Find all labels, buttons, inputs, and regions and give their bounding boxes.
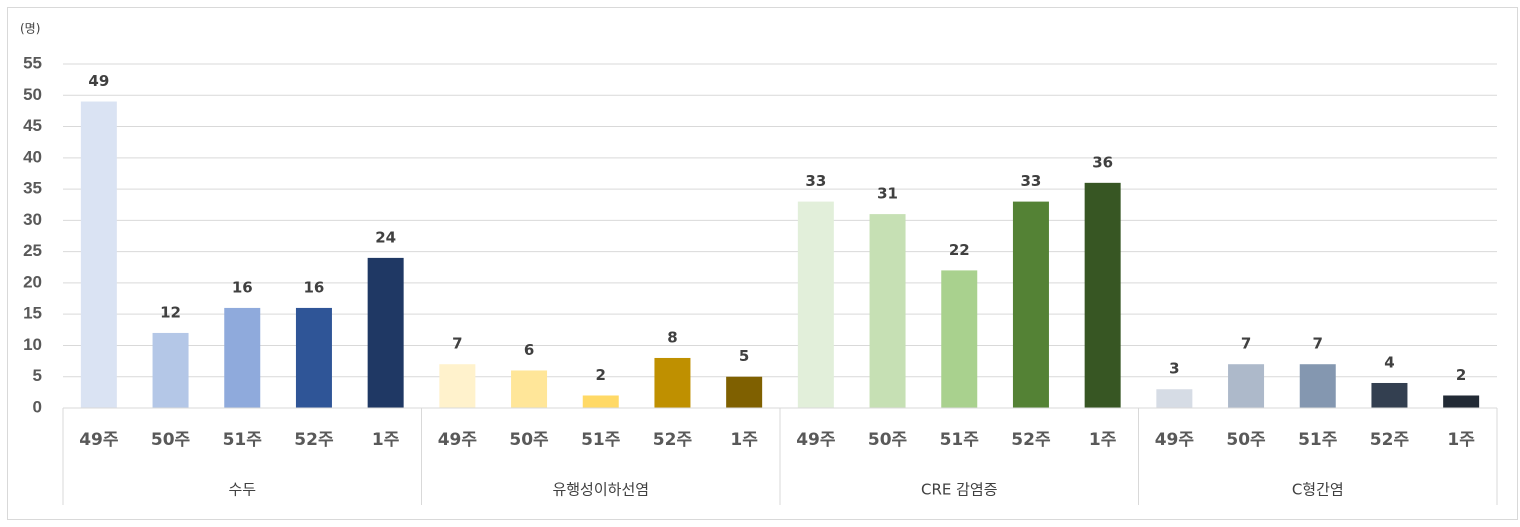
bar <box>654 357 691 408</box>
y-tick-label: 20 <box>23 272 42 291</box>
data-label: 5 <box>739 347 749 365</box>
bar <box>726 376 763 408</box>
bar <box>1084 182 1121 408</box>
data-label: 7 <box>1313 335 1323 353</box>
bar <box>941 270 978 408</box>
bar <box>80 101 117 408</box>
bar <box>1443 395 1480 408</box>
x-tick-label: 49주 <box>1155 430 1195 450</box>
x-tick-label: 52주 <box>294 430 334 450</box>
x-tick-label: 49주 <box>438 430 478 450</box>
y-unit: (명) <box>20 22 40 36</box>
data-label: 4 <box>1384 353 1394 371</box>
data-label: 33 <box>1021 172 1042 190</box>
bar <box>582 395 619 408</box>
data-label: 7 <box>452 335 462 353</box>
data-label: 36 <box>1092 153 1113 171</box>
bar <box>1156 389 1193 408</box>
data-label: 3 <box>1169 360 1179 378</box>
data-label: 12 <box>160 303 181 321</box>
x-tick-label: 51주 <box>223 430 263 450</box>
bar <box>1371 382 1408 408</box>
x-tick-label: 51주 <box>581 430 621 450</box>
x-tick-label: 50주 <box>509 430 549 450</box>
group-label: C형간염 <box>1292 481 1344 499</box>
y-tick-label: 35 <box>23 179 42 198</box>
data-label: 16 <box>232 278 253 296</box>
y-tick-label: 25 <box>23 241 42 260</box>
bar <box>797 201 834 408</box>
y-tick-label: 5 <box>33 366 42 385</box>
x-tick-label: 50주 <box>151 430 191 450</box>
bar <box>224 307 261 408</box>
y-tick-label: 45 <box>23 116 42 135</box>
y-tick-label: 50 <box>23 85 42 104</box>
data-label: 33 <box>805 172 826 190</box>
bar <box>439 364 476 408</box>
bar <box>869 214 906 408</box>
chart-frame <box>7 7 1518 520</box>
x-tick-label: 50주 <box>868 430 908 450</box>
x-tick-label: 1주 <box>730 430 758 450</box>
bar <box>1228 364 1265 408</box>
x-tick-label: 49주 <box>79 430 119 450</box>
x-tick-label: 1주 <box>1447 430 1475 450</box>
bar <box>152 332 189 408</box>
bar <box>367 257 404 408</box>
x-tick-label: 51주 <box>1298 430 1338 450</box>
data-label: 16 <box>304 278 325 296</box>
bar <box>1012 201 1049 408</box>
data-label: 2 <box>1456 366 1466 384</box>
data-label: 8 <box>667 328 677 346</box>
bar <box>511 370 548 408</box>
group-label: CRE 감염증 <box>921 481 998 499</box>
y-tick-label: 15 <box>23 304 42 323</box>
data-label: 6 <box>524 341 534 359</box>
group-label: 수두 <box>228 481 256 499</box>
y-tick-label: 10 <box>23 335 42 354</box>
x-tick-label: 1주 <box>372 430 400 450</box>
y-tick-label: 55 <box>23 53 42 72</box>
data-label: 7 <box>1241 335 1251 353</box>
group-label: 유행성이하선염 <box>552 481 649 499</box>
x-tick-label: 51주 <box>940 430 980 450</box>
y-tick-label: 40 <box>23 147 42 166</box>
bar <box>295 307 332 408</box>
data-label: 24 <box>375 228 396 246</box>
x-tick-label: 49주 <box>796 430 836 450</box>
x-tick-label: 1주 <box>1089 430 1117 450</box>
x-tick-label: 52주 <box>1370 430 1410 450</box>
data-label: 22 <box>949 241 970 259</box>
data-label: 2 <box>596 366 606 384</box>
x-tick-label: 50주 <box>1226 430 1266 450</box>
data-label: 49 <box>88 72 109 90</box>
data-label: 31 <box>877 185 898 203</box>
bar <box>1299 364 1336 408</box>
y-tick-label: 30 <box>23 210 42 229</box>
x-tick-label: 52주 <box>1011 430 1051 450</box>
x-tick-label: 52주 <box>653 430 693 450</box>
y-tick-label: 0 <box>33 397 42 416</box>
